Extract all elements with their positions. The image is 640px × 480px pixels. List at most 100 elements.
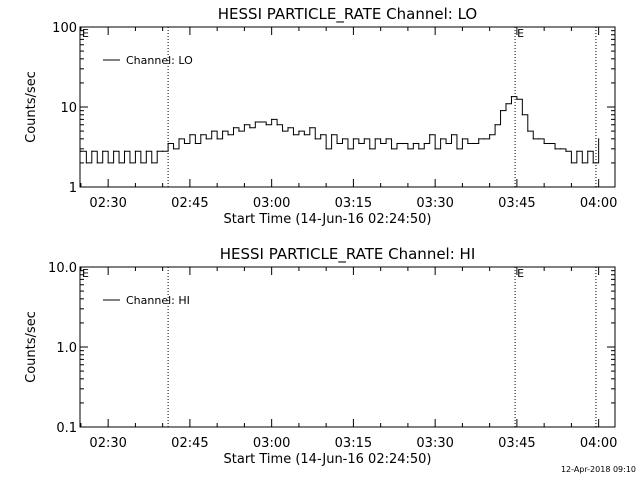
data-point <box>352 138 355 140</box>
legend-label: Channel: HI <box>126 294 190 307</box>
data-point <box>581 162 583 164</box>
data-point <box>189 134 191 136</box>
data-point <box>134 150 137 152</box>
data-point <box>341 138 344 140</box>
data-point <box>80 150 82 152</box>
data-point <box>162 150 164 152</box>
data-point <box>129 162 131 164</box>
y-tick-label: 10 <box>60 101 77 116</box>
data-point <box>243 124 246 126</box>
data-point <box>587 150 589 152</box>
data-point <box>489 134 491 136</box>
x-tick-label: 02:45 <box>171 196 208 211</box>
data-point <box>281 130 284 132</box>
chart-title: HESSI PARTICLE_RATE Channel: HI <box>220 245 476 264</box>
series-line <box>80 96 600 164</box>
data-point <box>363 138 365 140</box>
data-point <box>521 114 523 116</box>
x-tick-label: 03:30 <box>416 436 453 451</box>
event-marker-label: E <box>82 267 89 280</box>
y-tick-label: 10.0 <box>48 261 77 276</box>
data-point <box>167 142 169 145</box>
data-point <box>227 134 229 136</box>
event-marker-label: E <box>517 27 524 40</box>
legend-label: Channel: LO <box>126 54 193 67</box>
data-point <box>151 162 153 164</box>
data-point <box>374 138 376 140</box>
data-point <box>554 148 556 150</box>
data-point <box>211 130 213 132</box>
data-point <box>494 124 496 126</box>
y-tick-label: 1.0 <box>56 341 77 356</box>
data-point <box>429 134 431 136</box>
data-point <box>396 142 398 145</box>
x-tick-label: 03:45 <box>498 196 535 211</box>
data-point <box>445 142 447 145</box>
data-point <box>440 138 442 140</box>
x-tick-label: 04:00 <box>580 196 617 211</box>
y-axis-label: Counts/sec <box>24 71 39 143</box>
data-point <box>331 134 333 136</box>
x-tick-label: 04:00 <box>580 436 617 451</box>
x-axis-label: Start Time (14-Jun-16 02:24:50) <box>224 452 432 467</box>
data-point <box>565 150 567 152</box>
data-point <box>172 148 175 150</box>
y-axis-label: Counts/sec <box>24 311 39 383</box>
data-point <box>412 142 414 145</box>
y-tick-label: 1 <box>69 181 77 196</box>
x-axis-label: Start Time (14-Jun-16 02:24:50) <box>224 212 432 227</box>
data-point <box>303 134 305 136</box>
plot-frame <box>79 26 616 188</box>
data-point <box>407 148 409 150</box>
data-point <box>418 148 420 150</box>
data-point <box>576 150 578 152</box>
data-point <box>216 138 218 140</box>
data-point <box>314 138 316 140</box>
data-point <box>472 142 474 145</box>
event-marker-label: E <box>517 267 524 280</box>
data-point <box>549 142 551 145</box>
data-point <box>276 124 278 126</box>
data-point <box>200 134 202 136</box>
data-point <box>499 110 502 112</box>
data-point <box>178 138 180 140</box>
data-point <box>483 138 485 140</box>
data-point <box>325 148 327 150</box>
data-point <box>505 103 507 105</box>
event-marker-label: E <box>82 27 89 40</box>
data-point <box>118 162 120 164</box>
x-tick-label: 03:00 <box>253 436 290 451</box>
chart-title: HESSI PARTICLE_RATE Channel: LO <box>218 5 477 24</box>
data-point <box>287 127 289 129</box>
data-point <box>527 130 529 132</box>
data-point <box>309 127 311 129</box>
data-point <box>570 162 573 164</box>
x-tick-label: 03:45 <box>498 436 535 451</box>
data-point <box>461 138 464 140</box>
data-point <box>347 148 349 150</box>
data-point <box>516 98 518 100</box>
data-point <box>369 148 371 150</box>
plot-frame <box>79 266 616 428</box>
data-point <box>145 150 147 152</box>
data-point <box>194 142 196 145</box>
data-point <box>271 118 273 120</box>
timestamp: 12-Apr-2018 09:10 <box>560 465 636 474</box>
data-point <box>260 121 262 123</box>
data-point <box>423 142 425 145</box>
x-tick-label: 03:00 <box>253 196 290 211</box>
x-tick-label: 03:15 <box>335 436 372 451</box>
data-point <box>358 142 360 145</box>
x-tick-label: 03:30 <box>416 196 453 211</box>
x-tick-label: 03:15 <box>335 196 372 211</box>
data-point <box>598 138 600 140</box>
data-point <box>85 162 87 164</box>
data-point <box>478 138 480 140</box>
data-point <box>592 162 594 164</box>
data-point <box>298 130 300 132</box>
data-point <box>385 138 387 140</box>
data-point <box>538 138 540 140</box>
data-point <box>96 162 98 164</box>
x-tick-label: 02:30 <box>89 436 126 451</box>
